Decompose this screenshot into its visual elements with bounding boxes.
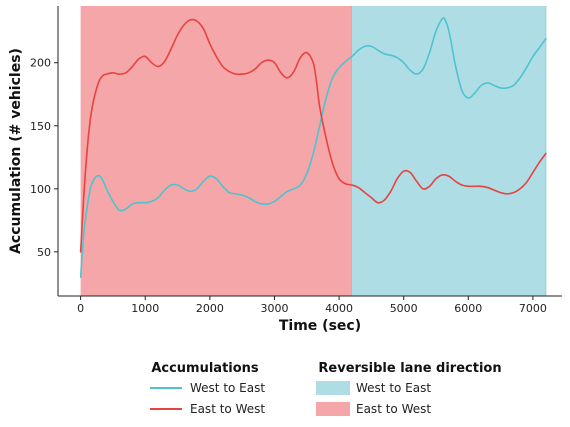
legend-entry-label: East to West [356, 402, 431, 416]
tick-marks: 0 1000 2000 3000 4000 5000 6000 7000 50 100 150 200 [30, 57, 547, 315]
region-east-to-west [80, 6, 352, 296]
x-tick-label: 3000 [260, 302, 288, 315]
legend-swatch-box [316, 402, 350, 416]
axes [57, 6, 562, 297]
y-tick-label: 50 [37, 246, 51, 259]
x-tick-label: 1000 [131, 302, 159, 315]
x-tick-label: 5000 [390, 302, 418, 315]
x-tick-label: 4000 [325, 302, 353, 315]
x-tick-label: 0 [77, 302, 84, 315]
legend-title-reversible-lane-direction: Reversible lane direction [318, 361, 501, 376]
series-line-east-to-west [79, 18, 547, 253]
y-tick-label: 200 [30, 57, 51, 70]
legend-entry-label: East to West [190, 402, 265, 416]
y-tick-label: 100 [30, 183, 51, 196]
legend: Accumulations West to East East to West Rev… [150, 361, 502, 416]
legend-swatch-box [316, 381, 350, 395]
legend-entry-label: West to East [356, 381, 431, 395]
legend-title-accumulations: Accumulations [151, 361, 259, 376]
x-tick-label: 2000 [196, 302, 224, 315]
series-line-west-to-east [79, 17, 547, 278]
x-axis-title: Time (sec) [279, 318, 361, 334]
x-tick-label: 6000 [454, 302, 482, 315]
y-axis-title: Accumulation (# vehicles) [8, 48, 24, 254]
x-tick-label: 7000 [519, 302, 547, 315]
region-west-to-east [352, 6, 546, 296]
y-tick-label: 150 [30, 120, 51, 133]
series-lines [79, 17, 547, 278]
legend-entry-label: West to East [190, 381, 265, 395]
